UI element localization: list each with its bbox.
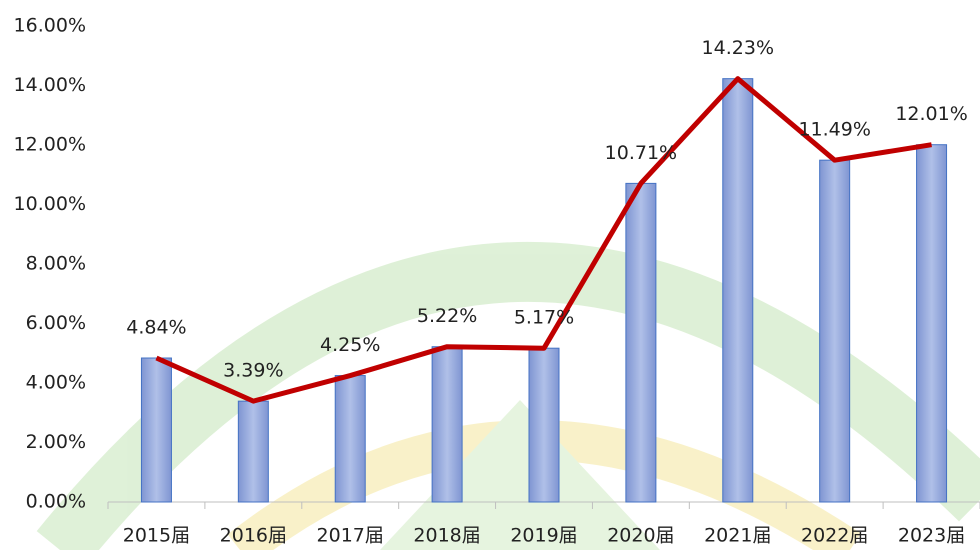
x-tick-label: 2015届 xyxy=(123,525,190,547)
value-label: 14.23% xyxy=(702,37,774,59)
bar xyxy=(625,182,657,503)
trend-line xyxy=(155,76,932,404)
y-tick-label: 10.00% xyxy=(14,193,86,215)
y-tick-label: 14.00% xyxy=(14,74,86,96)
bar xyxy=(334,375,366,503)
y-tick-label: 2.00% xyxy=(26,431,86,453)
x-tick-label: 2017届 xyxy=(317,525,384,547)
y-tick-label: 4.00% xyxy=(26,372,86,394)
x-tick-label: 2021届 xyxy=(704,525,771,547)
value-label: 3.39% xyxy=(223,360,283,382)
bar xyxy=(819,159,851,503)
y-tick-label: 0.00% xyxy=(26,491,86,513)
bar xyxy=(431,346,463,503)
x-tick-label: 2018届 xyxy=(413,525,480,547)
x-tick-label: 2016届 xyxy=(220,525,287,547)
x-tick-label: 2022届 xyxy=(801,525,868,547)
value-label: 12.01% xyxy=(895,103,967,125)
y-tick-label: 6.00% xyxy=(26,312,86,334)
value-label: 10.71% xyxy=(605,142,677,164)
x-tick-label: 2020届 xyxy=(607,525,674,547)
bar xyxy=(528,347,560,503)
value-label: 5.22% xyxy=(417,305,477,327)
bar xyxy=(916,144,948,503)
value-label: 11.49% xyxy=(798,119,870,141)
y-tick-label: 8.00% xyxy=(26,253,86,275)
y-tick-label: 12.00% xyxy=(14,134,86,156)
value-label: 4.84% xyxy=(126,317,186,339)
bar xyxy=(237,400,269,503)
value-label: 4.25% xyxy=(320,334,380,356)
x-tick-label: 2019届 xyxy=(510,525,577,547)
y-tick-label: 16.00% xyxy=(14,15,86,37)
x-tick-label: 2023届 xyxy=(898,525,965,547)
bar xyxy=(722,78,754,503)
value-label: 5.17% xyxy=(514,307,574,329)
bar xyxy=(140,357,172,503)
